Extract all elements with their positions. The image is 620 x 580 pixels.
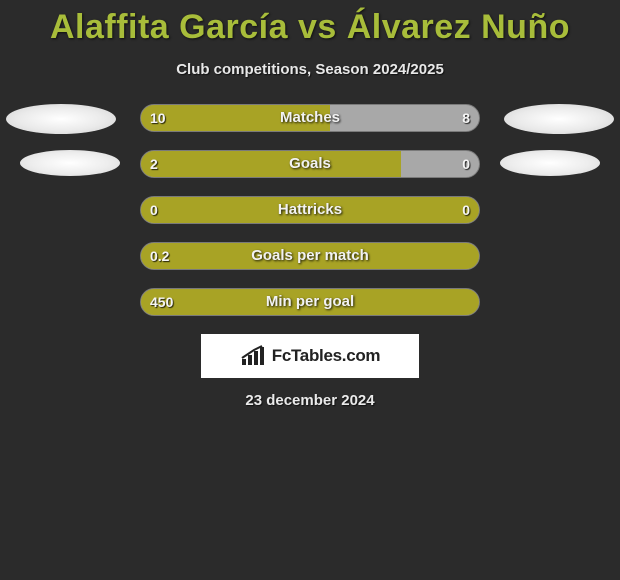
stat-row-goals: 2 Goals 0: [0, 150, 620, 178]
avatar-player1: [6, 104, 116, 134]
logo-text: FcTables.com: [272, 346, 381, 366]
subtitle: Club competitions, Season 2024/2025: [0, 61, 620, 78]
stat-value-right: 8: [462, 104, 470, 132]
stat-label: Matches: [140, 104, 480, 132]
avatar-player2: [504, 104, 614, 134]
logo-box: FcTables.com: [201, 334, 419, 378]
stat-label: Hattricks: [140, 196, 480, 224]
stat-label: Min per goal: [140, 288, 480, 316]
date-label: 23 december 2024: [0, 392, 620, 409]
stat-row-gpm: 0.2 Goals per match: [0, 242, 620, 270]
stat-row-matches: 10 Matches 8: [0, 104, 620, 132]
stat-row-mpg: 450 Min per goal: [0, 288, 620, 316]
barchart-icon: [240, 345, 266, 367]
stat-value-right: 0: [462, 196, 470, 224]
avatar-player1-small: [20, 150, 120, 176]
stat-row-hattricks: 0 Hattricks 0: [0, 196, 620, 224]
stat-label: Goals: [140, 150, 480, 178]
stat-value-right: 0: [462, 150, 470, 178]
comparison-chart: 10 Matches 8 2 Goals 0 0 Hattricks 0 0.2…: [0, 104, 620, 316]
stat-label: Goals per match: [140, 242, 480, 270]
page-title: Alaffita García vs Álvarez Nuño: [0, 0, 620, 47]
avatar-player2-small: [500, 150, 600, 176]
